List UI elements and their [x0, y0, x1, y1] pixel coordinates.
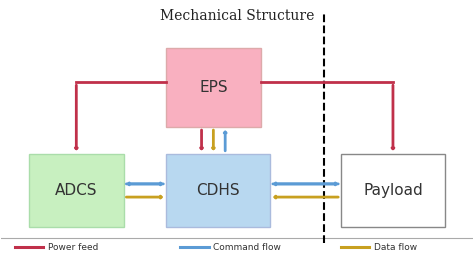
FancyBboxPatch shape	[166, 154, 270, 227]
Text: Payload: Payload	[363, 183, 423, 198]
Text: Mechanical Structure: Mechanical Structure	[160, 8, 314, 23]
FancyBboxPatch shape	[166, 48, 261, 127]
Text: CDHS: CDHS	[196, 183, 240, 198]
Text: Power feed: Power feed	[48, 243, 98, 252]
Text: Data flow: Data flow	[374, 243, 417, 252]
Text: ADCS: ADCS	[55, 183, 98, 198]
Text: Command flow: Command flow	[213, 243, 281, 252]
Text: EPS: EPS	[199, 80, 228, 95]
FancyBboxPatch shape	[29, 154, 124, 227]
FancyBboxPatch shape	[341, 154, 445, 227]
